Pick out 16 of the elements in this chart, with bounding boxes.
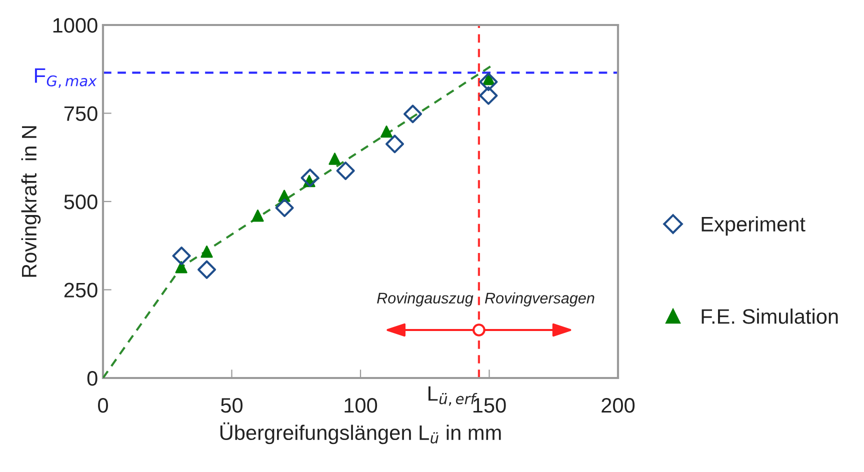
ref-line-label: F$_{G,max}$ <box>34 68 97 88</box>
annotation: Rovingversagen <box>484 292 594 307</box>
x-tick-label: 200 <box>602 398 635 413</box>
legend-label: F.E. Simulation <box>702 308 838 324</box>
annotation: Rovingauszug <box>377 292 474 307</box>
y-tick-label: 0 <box>87 371 98 386</box>
y-axis-title: Rovingkraft in N <box>21 126 41 277</box>
x-tick-label: 100 <box>344 398 378 413</box>
x-tick-label: 50 <box>221 398 243 413</box>
x-axis-title: Übergreifungslängen L$_{ü}$ in mm <box>220 422 501 444</box>
y-tick-label: 500 <box>64 194 98 210</box>
y-tick-label: 750 <box>64 106 98 122</box>
x-tick-label: 0 <box>98 398 108 413</box>
legend-label: Experiment <box>702 216 806 236</box>
y-tick-label: 250 <box>64 282 98 298</box>
y-tick-label: 1000 <box>53 18 98 33</box>
